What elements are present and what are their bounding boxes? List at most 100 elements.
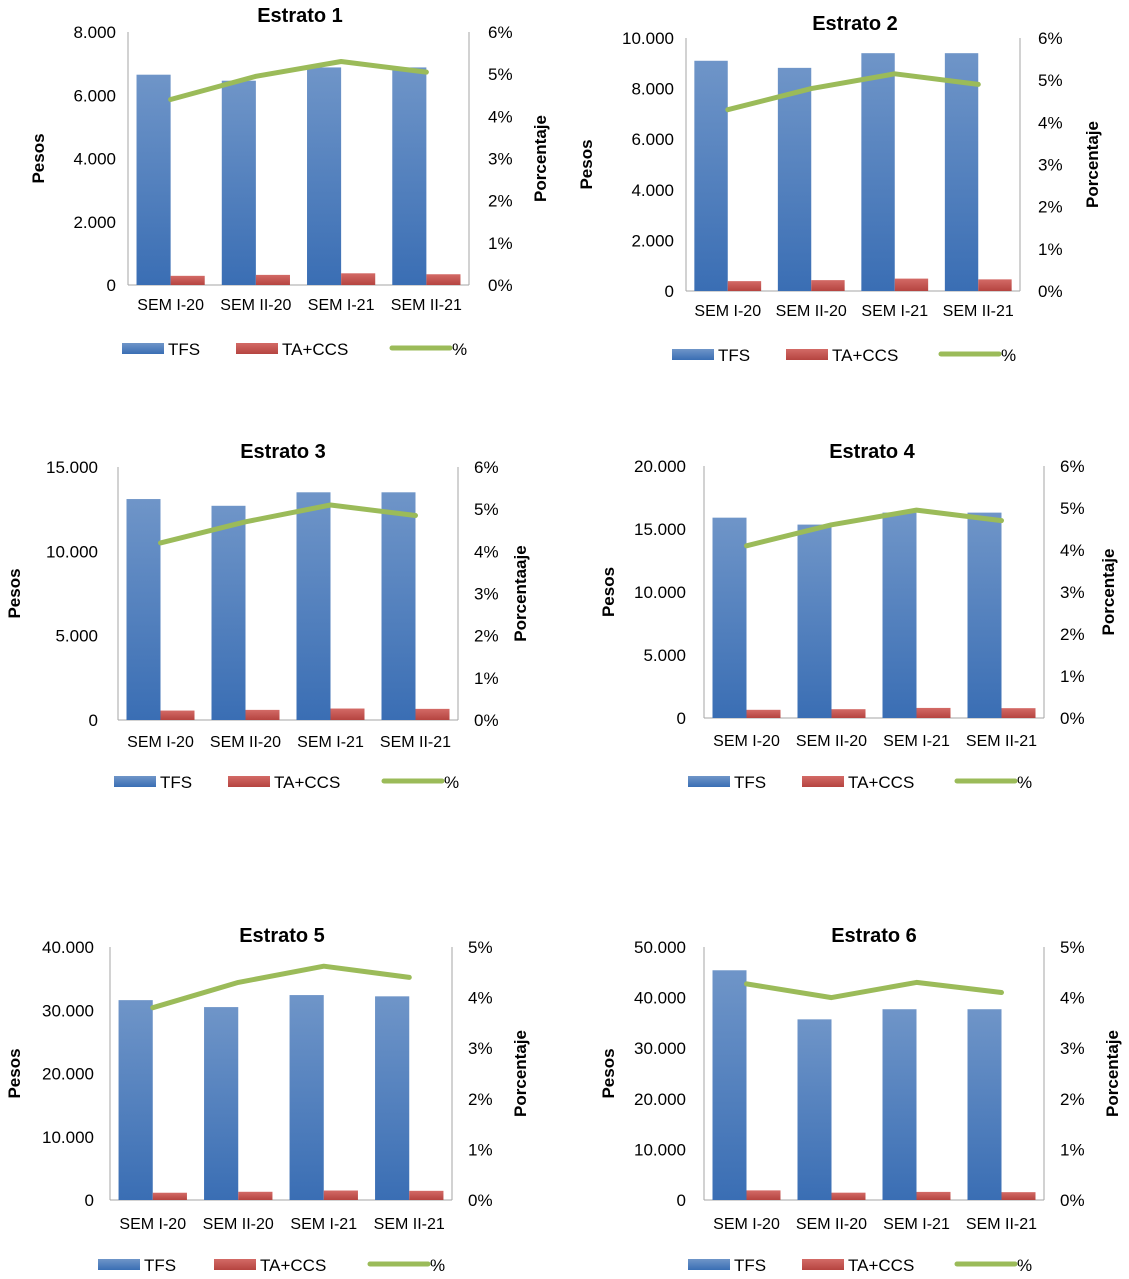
bar-ta-ccs <box>160 710 195 720</box>
bar-ta-ccs <box>415 708 450 720</box>
bar-tfs <box>797 1019 832 1200</box>
y-tick-label: 0 <box>665 282 674 301</box>
y2-tick-label: 4% <box>1060 541 1085 560</box>
x-tick-label: SEM I-20 <box>137 297 204 314</box>
x-tick-label: SEM I-21 <box>883 1216 950 1233</box>
y-tick-label: 15.000 <box>634 520 686 539</box>
y2-tick-label: 1% <box>1038 240 1063 259</box>
bar-ta-ccs <box>323 1190 358 1200</box>
chart-title: Estrato 4 <box>829 441 915 463</box>
y2-tick-label: 5% <box>474 500 499 519</box>
bar-tfs <box>967 512 1002 718</box>
y2-tick-label: 2% <box>488 192 513 211</box>
chart-title: Estrato 1 <box>257 5 343 27</box>
bar-ta-ccs <box>978 279 1012 291</box>
y2-tick-label: 3% <box>474 585 499 604</box>
y2-tick-label: 5% <box>1038 71 1063 90</box>
y-tick-label: 10.000 <box>42 1128 94 1147</box>
bar-tfs <box>204 1007 239 1200</box>
legend-entry: TA+CCS <box>282 340 348 359</box>
y2-tick-label: 3% <box>488 150 513 169</box>
y2-tick-label: 6% <box>1060 457 1085 476</box>
bar-ta-ccs <box>152 1192 187 1200</box>
x-tick-label: SEM I-20 <box>119 1216 186 1233</box>
y2-tick-label: 4% <box>488 107 513 126</box>
y2-axis-label: Porcentaaje <box>511 545 530 641</box>
y2-tick-label: 6% <box>474 458 499 477</box>
chart-estrato-2: Estrato 2 0 2.000 4.000 6.000 8.000 10.000 0% 1%… <box>577 13 1102 365</box>
y-axis-label: Pesos <box>5 1048 24 1098</box>
legend-entry: TFS <box>734 1256 766 1275</box>
bar-tfs <box>944 53 979 292</box>
y2-tick-label: 2% <box>1038 198 1063 217</box>
y2-tick-label: 3% <box>468 1039 493 1058</box>
legend-entry: TA+CCS <box>848 773 914 792</box>
bar-ta-ccs <box>916 1191 951 1200</box>
y-tick-label: 20.000 <box>634 457 686 476</box>
line-series-percent <box>158 502 418 546</box>
y2-tick-label: 4% <box>1038 113 1063 132</box>
chart-estrato-3: Estrato 3 0 5.000 10.000 15.000 0% 1% 2% 3% 4% 5% 6… <box>5 441 530 792</box>
y2-tick-label: 0% <box>1060 709 1085 728</box>
y2-tick-label: 1% <box>1060 1140 1085 1159</box>
legend-entry: TFS <box>168 340 200 359</box>
bar-ta-ccs <box>238 1191 273 1200</box>
legend-entry: TFS <box>734 773 766 792</box>
x-tick-label: SEM I-21 <box>297 734 364 751</box>
legend-swatch-bar <box>98 1259 140 1270</box>
y-tick-label: 2.000 <box>73 213 116 232</box>
y2-tick-label: 4% <box>474 542 499 561</box>
y-tick-label: 4.000 <box>631 181 674 200</box>
x-tick-label: SEM II-21 <box>374 1216 445 1233</box>
chart-estrato-1: Estrato 1 0 2.000 4.000 6.000 8.000 0% 1% 2% 3% 4%… <box>29 5 550 359</box>
legend-entry: TA+CCS <box>848 1256 914 1275</box>
y2-tick-label: 5% <box>1060 938 1085 957</box>
y2-tick-label: 6% <box>488 23 513 42</box>
x-tick-label: SEM I-20 <box>694 303 761 320</box>
y2-tick-label: 0% <box>474 711 499 730</box>
x-tick-label: SEM II-21 <box>966 1216 1037 1233</box>
x-tick-label: SEM II-21 <box>966 733 1037 750</box>
y2-axis-label: Porcentaje <box>511 1030 530 1117</box>
bar-ta-ccs <box>916 707 951 718</box>
bar-ta-ccs <box>330 708 365 720</box>
y-tick-label: 30.000 <box>634 1039 686 1058</box>
bar-tfs <box>797 524 832 718</box>
y2-tick-label: 2% <box>1060 625 1085 644</box>
bar-tfs <box>882 512 917 718</box>
y-tick-label: 0 <box>85 1191 94 1210</box>
y-tick-label: 5.000 <box>55 627 98 646</box>
bar-ta-ccs <box>746 1190 781 1200</box>
y-tick-label: 10.000 <box>622 29 674 48</box>
line-series-percent <box>725 71 981 113</box>
bar-ta-ccs <box>409 1190 444 1200</box>
y2-tick-label: 0% <box>1038 282 1063 301</box>
bar-ta-ccs <box>894 278 929 291</box>
chart-estrato-6: Estrato 6 0 10.000 20.000 30.000 40.000 50.000… <box>599 925 1122 1275</box>
bar-tfs <box>392 67 427 285</box>
x-tick-label: SEM I-20 <box>713 733 780 750</box>
y-tick-label: 10.000 <box>634 1140 686 1159</box>
chart-title: Estrato 6 <box>831 925 917 947</box>
legend-swatch-bar <box>236 343 278 354</box>
y-tick-label: 30.000 <box>42 1001 94 1020</box>
bar-ta-ccs <box>170 275 205 285</box>
y-tick-label: 40.000 <box>42 938 94 957</box>
x-tick-label: SEM II-21 <box>391 297 462 314</box>
y-axis-label: Pesos <box>577 139 596 189</box>
y-tick-label: 40.000 <box>634 989 686 1008</box>
bar-tfs <box>381 492 416 720</box>
legend-swatch-bar <box>214 1259 256 1270</box>
bar-ta-ccs <box>245 709 280 720</box>
y2-tick-label: 0% <box>1060 1191 1085 1210</box>
line-series-percent <box>168 59 429 102</box>
legend-swatch-bar <box>802 1259 844 1270</box>
y2-tick-label: 5% <box>488 65 513 84</box>
y-tick-label: 0 <box>677 709 686 728</box>
y2-tick-label: 5% <box>1060 499 1085 518</box>
legend-entry: TFS <box>718 346 750 365</box>
y-tick-label: 6.000 <box>73 86 116 105</box>
y-tick-label: 10.000 <box>634 583 686 602</box>
bar-tfs <box>118 1000 153 1200</box>
